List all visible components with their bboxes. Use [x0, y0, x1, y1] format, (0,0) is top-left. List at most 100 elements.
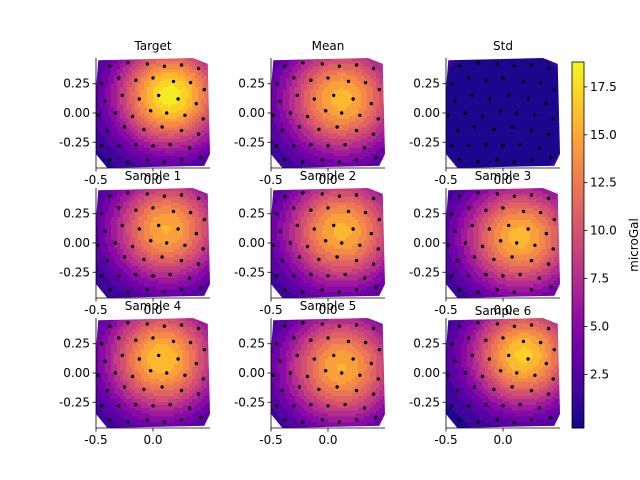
contour-cell	[322, 66, 326, 71]
contour-cell	[512, 75, 516, 79]
contour-cell	[545, 92, 549, 97]
contour-cell	[165, 58, 169, 62]
contour-cell	[349, 144, 353, 149]
contour-cell	[340, 113, 344, 117]
contour-cell	[189, 58, 193, 62]
contour-cell	[313, 110, 317, 114]
contour-cell	[467, 63, 471, 68]
contour-cell	[207, 121, 210, 126]
contour-cell	[304, 89, 308, 94]
contour-cell	[283, 153, 287, 158]
contour-cell	[295, 89, 299, 94]
contour-cell	[307, 147, 311, 152]
station-point	[122, 125, 127, 129]
contour-cell	[198, 75, 202, 79]
contour-cell	[159, 75, 163, 79]
contour-cell	[201, 98, 205, 103]
contour-cell	[123, 237, 127, 241]
panel-title: Std	[493, 39, 513, 53]
contour-cell	[455, 81, 459, 85]
contour-cell	[470, 84, 474, 88]
contour-cell	[177, 95, 181, 100]
contour-cell	[521, 133, 525, 137]
contour-cell	[551, 95, 555, 100]
contour-cell	[180, 60, 184, 65]
contour-cell	[479, 127, 483, 131]
contour-cell	[358, 118, 362, 123]
contour-cell	[105, 72, 109, 76]
contour-cell	[464, 133, 468, 137]
contour-cell	[328, 165, 332, 168]
contour-cell	[503, 72, 507, 76]
contour-cell	[479, 144, 483, 149]
contour-cell	[491, 156, 495, 160]
station-point	[518, 142, 522, 147]
contour-cell	[467, 121, 471, 126]
contour-cell	[177, 115, 181, 120]
contour-cell	[186, 101, 190, 105]
contour-cell	[201, 84, 205, 88]
contour-cell	[201, 130, 205, 134]
contour-cell	[289, 95, 293, 100]
contour-cell	[114, 295, 118, 298]
contour-cell	[207, 110, 210, 114]
contour-cell	[135, 118, 139, 123]
contour-cell	[343, 78, 347, 82]
contour-cell	[96, 89, 100, 94]
contour-cell	[123, 162, 127, 166]
contour-cell	[500, 66, 504, 71]
contour-cell	[382, 124, 385, 129]
contour-cell	[301, 141, 305, 146]
contour-cell	[542, 81, 546, 85]
contour-cell	[473, 86, 477, 91]
contour-cell	[313, 150, 317, 155]
contour-cell	[467, 141, 471, 146]
contour-cell	[295, 136, 299, 140]
contour-cell	[159, 121, 163, 126]
contour-cell	[557, 95, 560, 100]
contour-cell	[111, 199, 115, 204]
contour-cell	[319, 72, 323, 76]
contour-cell	[509, 159, 513, 163]
contour-cell	[162, 86, 166, 91]
contour-cell	[99, 193, 103, 198]
contour-cell	[548, 162, 552, 166]
contour-cell	[542, 69, 546, 74]
contour-cell	[512, 84, 516, 88]
contour-cell	[494, 86, 498, 91]
contour-cell	[132, 127, 136, 131]
contour-cell	[370, 133, 374, 137]
contour-cell	[159, 156, 163, 160]
station-point	[546, 132, 551, 136]
contour-cell	[192, 162, 196, 166]
contour-cell	[449, 156, 453, 160]
contour-cell	[120, 121, 124, 126]
contour-cell	[186, 124, 190, 129]
contour-cell	[527, 147, 531, 152]
contour-cell	[542, 60, 546, 65]
contour-cell	[449, 86, 453, 91]
contour-cell	[186, 136, 190, 140]
contour-cell	[500, 136, 504, 140]
contour-cell	[379, 101, 383, 105]
contour-cell	[548, 124, 552, 129]
contour-cell	[192, 147, 196, 152]
contour-cell	[159, 60, 163, 65]
contour-cell	[147, 101, 151, 105]
contour-cell	[201, 133, 205, 137]
contour-cell	[485, 115, 489, 120]
contour-cell	[476, 139, 480, 143]
contour-cell	[316, 121, 320, 126]
contour-cell	[147, 133, 151, 137]
contour-cell	[521, 63, 525, 68]
contour-cell	[117, 202, 121, 206]
contour-cell	[334, 144, 338, 149]
contour-cell	[120, 101, 124, 105]
contour-cell	[307, 92, 311, 97]
station-point	[162, 160, 167, 164]
contour-cell	[144, 110, 148, 114]
contour-cell	[503, 69, 507, 74]
contour-cell	[358, 139, 362, 143]
station-point	[271, 113, 275, 118]
contour-cell	[147, 130, 151, 134]
